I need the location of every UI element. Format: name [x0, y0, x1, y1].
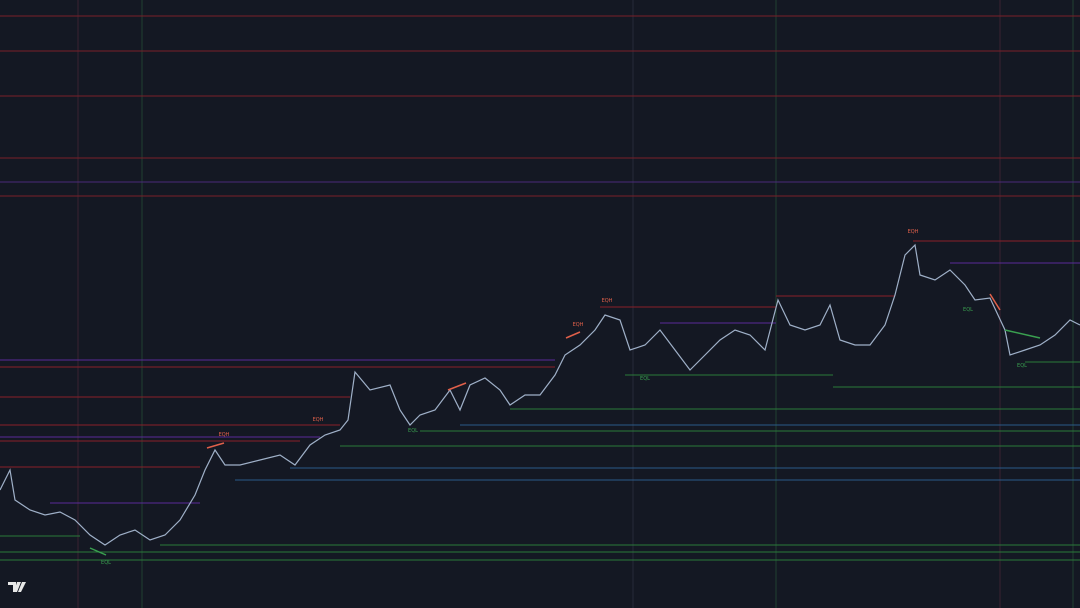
swing-label: EQL: [963, 307, 973, 313]
swing-link: [989, 293, 1001, 311]
swing-label: EQH: [908, 229, 919, 235]
session-lines: [77, 0, 1074, 608]
swing-label: EQL: [101, 560, 111, 566]
swing-label: EQH: [219, 432, 230, 438]
logo-mark: [8, 582, 26, 592]
swing-label: EQL: [408, 428, 418, 434]
swing-link: [1004, 329, 1041, 339]
swing-link: [89, 547, 107, 556]
swing-label: EQL: [640, 376, 650, 382]
logo: [8, 582, 26, 592]
swing-links: [89, 293, 1041, 556]
swing-link: [206, 442, 225, 449]
swing-label: EQL: [1017, 363, 1027, 369]
swing-label: EQH: [313, 417, 324, 423]
swing-link: [565, 331, 581, 339]
swing-label: EQH: [573, 322, 584, 328]
price-path: [0, 243, 1080, 546]
levels: [0, 15, 1080, 561]
swing-link: [447, 382, 467, 391]
swing-label: EQH: [602, 298, 613, 304]
